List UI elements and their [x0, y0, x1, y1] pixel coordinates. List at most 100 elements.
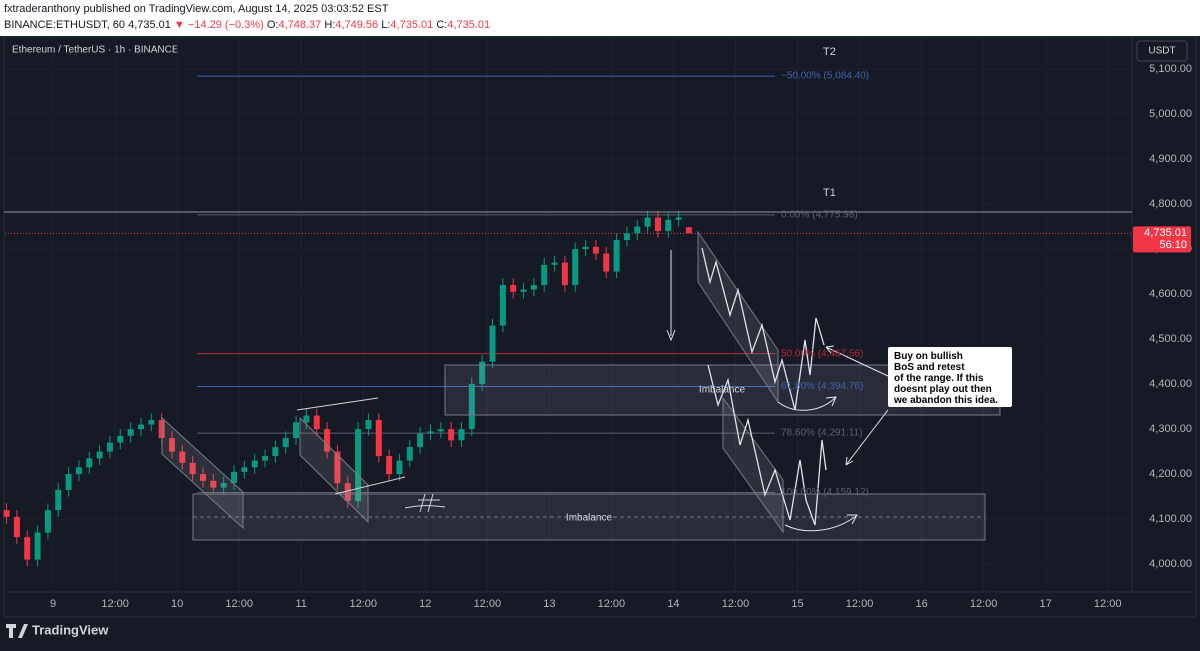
x-tick-label: 12:00 — [970, 598, 998, 610]
note: Buy on bullish BoS and retest of the ran… — [893, 351, 998, 406]
y-tick-label: 5,000.00 — [1149, 108, 1192, 120]
y-tick-label: 4,400.00 — [1149, 378, 1192, 390]
candle-body — [55, 489, 62, 511]
symbol-line: BINANCE:ETHUSDT, 60 4,735.01 ▼ −14.29 (−… — [4, 19, 490, 31]
candle-body — [262, 456, 269, 461]
change: ▼ −14.29 (−0.3%) — [174, 19, 264, 31]
x-tick-label: 12:00 — [101, 598, 129, 610]
candle-body — [375, 420, 382, 457]
candle-body — [386, 456, 393, 475]
candle-body — [489, 325, 496, 362]
candle-body — [13, 516, 20, 538]
symbol: BINANCE:ETHUSDT, 60 — [4, 19, 125, 31]
last-price-label: 4,735.01 — [1144, 227, 1187, 239]
candle-body — [437, 429, 444, 432]
candle-body — [520, 289, 527, 292]
x-tick-label: 12 — [419, 598, 431, 610]
candle-body — [324, 429, 331, 452]
t1-label: T1 — [823, 187, 836, 199]
x-tick-label: 12:00 — [722, 598, 750, 610]
x-tick-label: 12:00 — [598, 598, 626, 610]
candle-body — [561, 262, 568, 286]
fib-label: 78.60% (4,291.11) — [781, 428, 863, 439]
countdown: 56:10 — [1159, 239, 1187, 251]
candle-body — [293, 422, 300, 439]
fib-label: 61.80% (4,394.76) — [781, 381, 863, 392]
y-tick-label: 4,000.00 — [1149, 558, 1192, 570]
candle-body — [675, 217, 682, 220]
candle-body — [334, 451, 341, 484]
brand-logo — [6, 624, 28, 638]
candle-body — [272, 447, 279, 457]
currency-box — [1136, 40, 1188, 62]
candle-body — [313, 415, 320, 430]
y-tick-label: 4,900.00 — [1149, 153, 1192, 165]
imbalance-label: Imbalance — [566, 513, 613, 524]
y-tick-label: 4,500.00 — [1149, 333, 1192, 345]
candle-body — [210, 480, 217, 488]
x-tick-label: 12:00 — [474, 598, 502, 610]
x-tick-label: 12:00 — [846, 598, 874, 610]
candle-body — [572, 249, 579, 286]
candle-body — [127, 429, 134, 436]
candle-body — [106, 442, 113, 452]
fib-label: 50.00% (4,467.56) — [781, 348, 863, 359]
x-tick-label: 12:00 — [349, 598, 377, 610]
x-tick-label: 11 — [296, 598, 307, 610]
candle-body — [551, 262, 558, 265]
candle-body — [231, 471, 238, 484]
candle-body — [24, 537, 31, 560]
candle-body — [86, 458, 93, 468]
x-tick-label: 16 — [915, 598, 927, 610]
candle-body — [644, 217, 651, 227]
ohlc-key: H: — [324, 19, 335, 31]
header-bg — [0, 0, 1200, 36]
ohlc-key: L: — [381, 19, 390, 31]
note-box — [888, 347, 1012, 407]
t2-label: T2 — [823, 46, 836, 58]
y-tick-label: 4,800.00 — [1149, 198, 1192, 210]
candles — [3, 210, 692, 567]
candle-body — [406, 447, 413, 461]
callout-arrow — [845, 409, 889, 466]
candle-body — [582, 246, 589, 250]
candle-body — [355, 429, 362, 502]
x-tick-label: 13 — [543, 598, 555, 610]
curved-arrow — [777, 396, 837, 411]
candle-body — [65, 474, 72, 490]
candle-body — [448, 429, 455, 441]
projection-path — [701, 247, 825, 411]
candle-body — [96, 451, 103, 459]
note-line: Buy on bullish — [894, 351, 963, 362]
trend-line — [334, 476, 406, 495]
projection-path — [707, 364, 827, 526]
brand: TradingView — [6, 622, 109, 638]
ohlc-value: 4,748.37 — [278, 19, 321, 31]
candle-body — [634, 226, 641, 234]
candle-body — [530, 285, 537, 290]
callout-arrow — [825, 345, 889, 377]
fib-label: −50.00% (5,084.40) — [781, 71, 869, 82]
y-tick-label: 4,300.00 — [1149, 423, 1192, 435]
ohlc-value: 4,735.01 — [447, 19, 490, 31]
candle-body — [685, 227, 692, 234]
candle-body — [148, 420, 155, 425]
candle-body — [179, 451, 186, 463]
y-tick-label: 4,600.00 — [1149, 288, 1192, 300]
candle-body — [541, 264, 548, 286]
candle-body — [592, 246, 599, 254]
trend-line — [296, 397, 379, 411]
candle-body — [303, 415, 310, 423]
curved-arrow — [784, 514, 858, 532]
ohlc-key: C: — [436, 19, 447, 31]
candle-body — [344, 483, 351, 502]
candle-body — [220, 483, 227, 488]
scribble — [404, 493, 446, 513]
candle-body — [665, 219, 672, 232]
candle-body — [137, 424, 144, 430]
candle-body — [603, 253, 610, 272]
channel — [161, 416, 244, 530]
drawings: T2 T1 Imbalance Imbalance Buy on bullish… — [4, 46, 1132, 541]
